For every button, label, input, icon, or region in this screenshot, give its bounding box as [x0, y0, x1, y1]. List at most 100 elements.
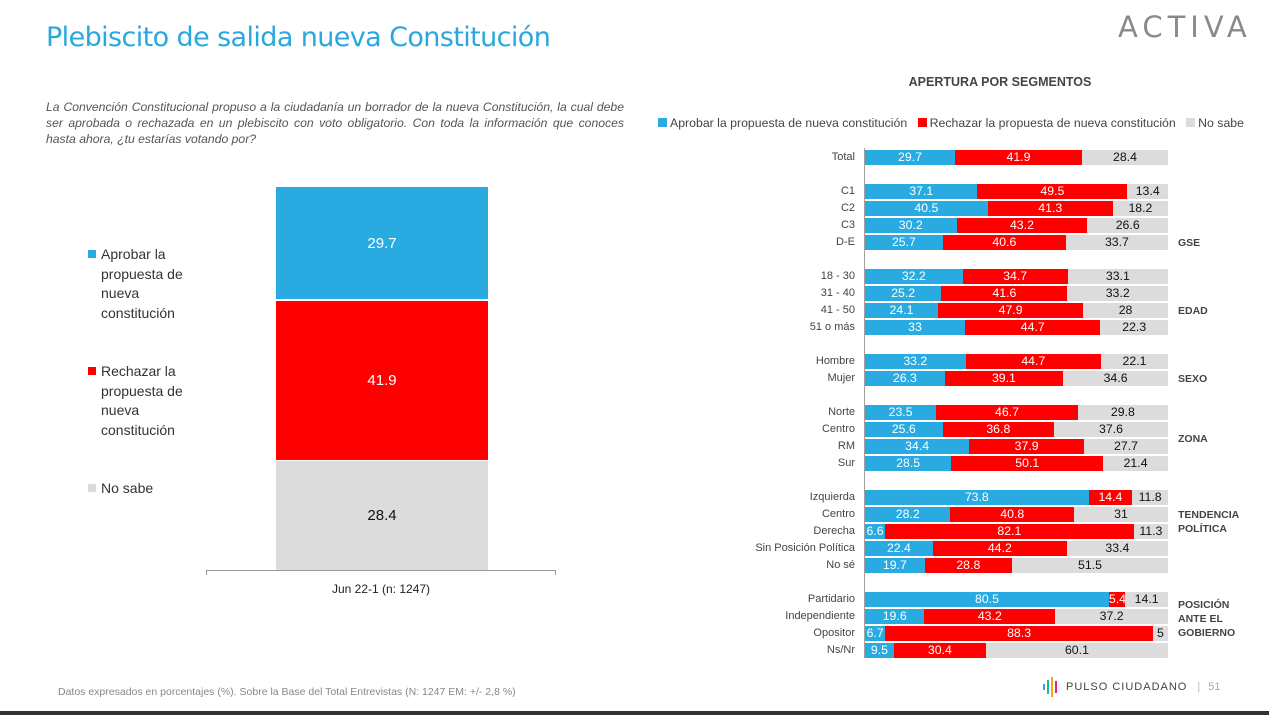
bar-segment-rechazar: 5.4	[1108, 592, 1127, 607]
data-label: 41.9	[367, 371, 397, 389]
legend-swatch-rechazar	[88, 367, 96, 375]
data-label: 6.6	[866, 524, 884, 538]
survey-question: La Convención Constitucional propuso a l…	[46, 100, 624, 146]
data-label: 30.4	[927, 643, 952, 657]
row-label: Opositor	[813, 627, 855, 639]
legend-swatch-no-sabe	[88, 484, 96, 492]
data-label: 33.7	[1104, 235, 1129, 249]
data-label: 82.1	[997, 524, 1022, 538]
bar-segment-aprobar: 19.6	[865, 609, 925, 624]
bar-segment-rechazar: 14.4	[1088, 490, 1133, 505]
data-label: 5	[1156, 626, 1164, 640]
data-label: 33.2	[903, 354, 928, 368]
data-label: 88.3	[1007, 626, 1032, 640]
data-label: 34.7	[1003, 269, 1028, 283]
bar-segment-aprobar: 22.4	[865, 541, 933, 556]
bar-segment-rechazar: 34.7	[962, 269, 1068, 284]
legend-swatch-rechazar	[917, 118, 927, 127]
bar-segment-no-sabe: 27.7	[1084, 439, 1168, 454]
bar-segment-no-sabe: 51.5	[1011, 558, 1168, 573]
legend-label: Aprobar la propuesta de nueva constituci…	[101, 246, 183, 321]
row-label: Norte	[828, 406, 855, 418]
data-label: 14.1	[1134, 592, 1159, 606]
data-label: 37.9	[1014, 439, 1039, 453]
data-label: 36.8	[986, 422, 1011, 436]
data-label: 22.4	[886, 541, 911, 555]
bar-segment-rechazar: 47.9	[938, 303, 1084, 318]
data-label: 29.7	[367, 234, 397, 252]
row-label: Total	[831, 151, 855, 163]
bar-segment-no-sabe: 37.6	[1054, 422, 1168, 437]
data-label: 44.2	[987, 541, 1012, 555]
data-label: 51.5	[1078, 558, 1102, 572]
legend-label: Rechazar la propuesta de nueva constituc…	[929, 116, 1176, 130]
bar-segment-rechazar: 37.9	[969, 439, 1085, 454]
data-label: 41.6	[992, 286, 1017, 300]
bar-segment-aprobar: 37.1	[865, 184, 978, 199]
pulso-ciudadano-brand: PULSO CIUDADANO | 51	[1043, 677, 1220, 697]
bar-segment-no-sabe: 29.8	[1077, 405, 1168, 420]
legend-item-no-sabe: No sabe	[1186, 116, 1244, 130]
bar-segment-no-sabe: 60.1	[985, 643, 1168, 658]
data-label: 14.4	[1098, 490, 1123, 504]
data-label: 25.2	[891, 286, 916, 300]
bar-segment-aprobar: 29.7	[276, 187, 488, 300]
row-label: Mujer	[827, 372, 855, 384]
group-label: GSE	[1178, 237, 1201, 249]
bar-segment-rechazar: 30.4	[893, 643, 986, 658]
bar-segment-no-sabe: 33.1	[1067, 269, 1168, 284]
row-label: Centro	[821, 423, 855, 435]
bar-segment-rechazar: 41.6	[941, 286, 1068, 301]
bar-segment-no-sabe: 22.3	[1100, 320, 1168, 335]
bar-segment-aprobar: 28.5	[865, 456, 952, 471]
bar-segment-no-sabe: 21.4	[1103, 456, 1168, 471]
legend-swatch-aprobar	[658, 118, 667, 127]
bar-segment-no-sabe: 18.2	[1112, 201, 1168, 216]
bar-segment-no-sabe: 28	[1083, 303, 1168, 318]
row-label: C1	[840, 185, 855, 197]
data-label: 28.2	[895, 507, 920, 521]
bar-segment-no-sabe: 28.4	[1081, 150, 1168, 165]
bar-segment-no-sabe: 14.1	[1125, 592, 1168, 607]
bar-segment-aprobar: 23.5	[865, 405, 937, 420]
bar-segment-no-sabe: 37.2	[1055, 609, 1168, 624]
bar-segment-aprobar: 24.1	[865, 303, 939, 318]
data-label: 33	[908, 320, 922, 334]
bar-segment-aprobar: 30.2	[865, 218, 957, 233]
axis-tick	[555, 570, 556, 575]
bar-segment-no-sabe: 5	[1152, 626, 1168, 641]
group-label: SEXO	[1178, 373, 1208, 385]
bar-segment-aprobar: 80.5	[865, 592, 1109, 607]
row-label: C3	[840, 219, 855, 231]
legend-swatch-no-sabe	[1186, 118, 1196, 127]
bar-segment-aprobar: 25.2	[865, 286, 942, 301]
data-label: 28.5	[896, 456, 921, 470]
data-label: 5.4	[1108, 592, 1127, 606]
data-label: 80.5	[974, 592, 999, 606]
row-label: Partidario	[807, 593, 855, 605]
row-label: Centro	[821, 508, 855, 520]
row-label: Independiente	[785, 610, 855, 622]
row-label: Derecha	[813, 525, 855, 537]
legend-label: Aprobar la propuesta de nueva constituci…	[670, 116, 908, 130]
bar-segment-no-sabe: 33.7	[1065, 235, 1168, 250]
data-label: 46.7	[994, 405, 1019, 419]
row-label: RM	[837, 440, 855, 452]
segments-y-axis	[864, 148, 865, 658]
data-label: 33.4	[1105, 541, 1130, 555]
bar-segment-rechazar: 39.1	[944, 371, 1064, 386]
data-label: 28.4	[1112, 150, 1137, 164]
bar-segment-rechazar: 36.8	[942, 422, 1055, 437]
row-label: 51 o más	[809, 321, 855, 333]
bar-segment-rechazar: 40.8	[950, 507, 1075, 522]
data-label: 40.8	[1000, 507, 1025, 521]
row-label: Sin Posición Política	[755, 542, 855, 554]
data-label: 31	[1114, 507, 1128, 521]
bar-segment-no-sabe: 26.6	[1087, 218, 1168, 233]
total-stacked-chart: Aprobar la propuesta de nueva constituci…	[0, 0, 640, 640]
x-category-label: Jun 22-1 (n: 1247)	[331, 582, 431, 596]
bar-segment-aprobar: 6.7	[865, 626, 886, 641]
data-label: 19.6	[882, 609, 907, 623]
bar-segment-rechazar: 41.9	[954, 150, 1082, 165]
row-label: Izquierda	[809, 491, 855, 503]
